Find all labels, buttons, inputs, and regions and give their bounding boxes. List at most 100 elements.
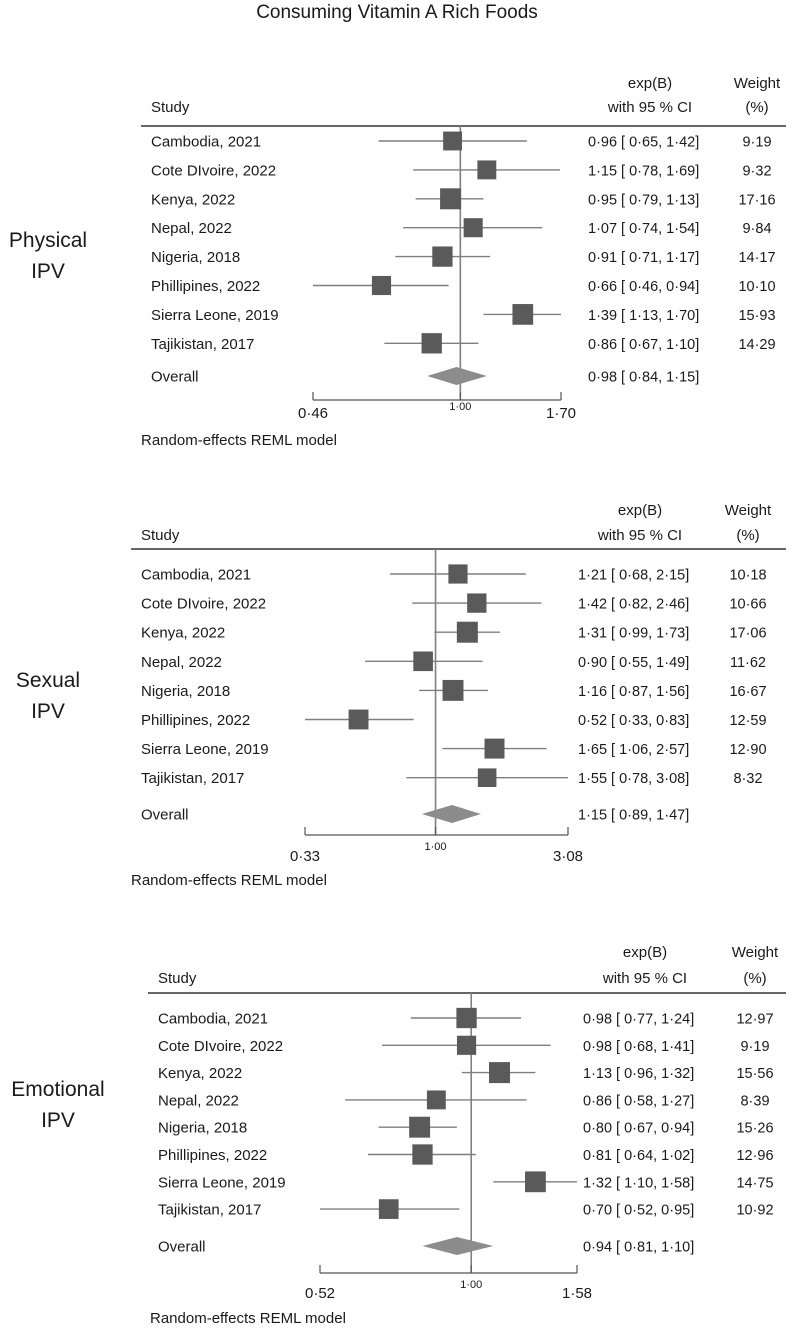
weight-label: 12·90 [729,742,766,758]
forest-plot-sexual-ipv: Sexual IPV Study exp(B) with 95 % CI Weight (%… [16,502,786,889]
panel-label: Sexual [16,669,80,692]
point-estimate-marker [432,246,453,267]
study-label: Nepal, 2022 [141,654,222,671]
point-estimate-marker [413,651,433,672]
chart-title: Consuming Vitamin A Rich Foods [256,2,538,23]
estimate-ci-label: 1·32 [ 1·10, 1·58] [583,1175,694,1191]
header-effect: with 95 % CI [602,970,687,987]
point-estimate-marker [477,768,497,787]
study-label: Cote DIvoire, 2022 [141,596,266,613]
header-weight: Weight [732,944,779,961]
study-label: Cote DIvoire, 2022 [158,1038,283,1055]
x-tick-label: 1·00 [460,1279,482,1291]
panel-label: IPV [41,1109,75,1132]
overall-label: Overall [151,369,199,386]
study-label: Cote DIvoire, 2022 [151,162,276,179]
study-label: Kenya, 2022 [151,191,235,208]
estimate-ci-label: 1·65 [ 1·06, 2·57] [578,742,689,758]
header-effect: exp(B) [628,75,672,92]
study-label: Nepal, 2022 [158,1092,239,1109]
weight-label: 9·19 [740,1039,769,1055]
header-effect: with 95 % CI [597,527,682,544]
study-label: Nigeria, 2018 [158,1120,247,1137]
point-estimate-marker [512,304,534,325]
estimate-ci-label: 0·52 [ 0·33, 0·83] [578,713,689,729]
estimate-ci-label: 0·98 [ 0·68, 1·41] [583,1039,694,1055]
point-estimate-marker [426,1090,446,1110]
panel-label: Physical [9,229,87,252]
header-weight: (%) [736,527,759,544]
weight-label: 14·29 [738,337,775,353]
estimate-ci-label: 0·95 [ 0·79, 1·13] [588,192,699,208]
weight-label: 12·59 [729,713,766,729]
point-estimate-marker [484,738,505,759]
study-label: Sierra Leone, 2019 [158,1174,286,1191]
panel-label: IPV [31,260,65,283]
estimate-ci-label: 0·80 [ 0·67, 0·94] [583,1121,694,1137]
point-estimate-marker [443,131,463,151]
overall-diamond [422,1237,494,1255]
point-estimate-marker [467,593,487,613]
estimate-ci-label: 1·15 [ 0·78, 1·69] [588,163,699,179]
overall-diamond [427,367,487,385]
study-label: Tajikistan, 2017 [141,770,244,787]
forest-plot-physical-ipv: Physical IPV Study exp(B) with 95 % CI Weight… [9,75,786,449]
overall-label: Overall [141,807,189,824]
study-label: Phillipines, 2022 [158,1147,267,1164]
forest-plot-emotional-ipv: Emotional IPV Study exp(B) with 95 % CI Weigh… [11,944,786,1327]
estimate-ci-label: 0·91 [ 0·71, 1·17] [588,250,699,266]
point-estimate-marker [421,333,442,354]
study-label: Nigeria, 2018 [151,249,240,266]
overall-estimate-label: 0·94 [ 0·81, 1·10] [583,1240,694,1256]
estimate-ci-label: 1·21 [ 0·68, 2·15] [578,568,689,584]
x-tick-label: 3·08 [553,848,583,865]
estimate-ci-label: 1·39 [ 1·13, 1·70] [588,308,699,324]
model-label: Random-effects REML model [141,432,337,449]
study-label: Sierra Leone, 2019 [151,307,279,324]
point-estimate-marker [477,160,497,180]
estimate-ci-label: 0·90 [ 0·55, 1·49] [578,655,689,671]
point-estimate-marker [371,275,392,296]
study-label: Nigeria, 2018 [141,683,230,700]
study-label: Phillipines, 2022 [151,278,260,295]
header-effect: exp(B) [618,502,662,519]
overall-label: Overall [158,1239,206,1256]
weight-label: 14·75 [736,1175,773,1191]
x-tick-label: 1·00 [449,401,471,413]
estimate-ci-label: 1·42 [ 0·82, 2·46] [578,597,689,613]
x-tick-label: 1·00 [425,841,447,853]
study-label: Kenya, 2022 [158,1065,242,1082]
point-estimate-marker [409,1116,431,1138]
point-estimate-marker [463,218,483,238]
estimate-ci-label: 0·98 [ 0·77, 1·24] [583,1012,694,1028]
weight-label: 9·84 [742,221,771,237]
estimate-ci-label: 0·70 [ 0·52, 0·95] [583,1203,694,1219]
study-label: Kenya, 2022 [141,625,225,642]
weight-label: 8·32 [733,771,762,787]
estimate-ci-label: 1·16 [ 0·87, 1·56] [578,684,689,700]
weight-label: 17·06 [729,626,766,642]
weight-label: 15·93 [738,308,775,324]
estimate-ci-label: 0·66 [ 0·46, 0·94] [588,279,699,295]
header-study: Study [158,970,197,987]
weight-label: 8·39 [740,1093,769,1109]
point-estimate-marker [488,1062,510,1084]
point-estimate-marker [456,1007,477,1029]
point-estimate-marker [442,679,464,701]
panel-label: Emotional [11,1078,104,1101]
x-tick-label: 1·70 [546,405,576,422]
weight-label: 15·56 [736,1066,773,1082]
x-tick-label: 0·33 [290,848,320,865]
study-label: Cambodia, 2021 [141,567,251,584]
point-estimate-marker [378,1199,399,1219]
model-label: Random-effects REML model [131,872,327,889]
x-tick-label: 1·58 [562,1285,592,1302]
panel-label: IPV [31,700,65,723]
point-estimate-marker [448,564,468,584]
estimate-ci-label: 0·81 [ 0·64, 1·02] [583,1148,694,1164]
estimate-ci-label: 1·13 [ 0·96, 1·32] [583,1066,694,1082]
x-tick-label: 0·52 [305,1285,335,1302]
point-estimate-marker [412,1144,433,1165]
study-label: Tajikistan, 2017 [151,336,254,353]
weight-label: 11·62 [730,655,766,671]
